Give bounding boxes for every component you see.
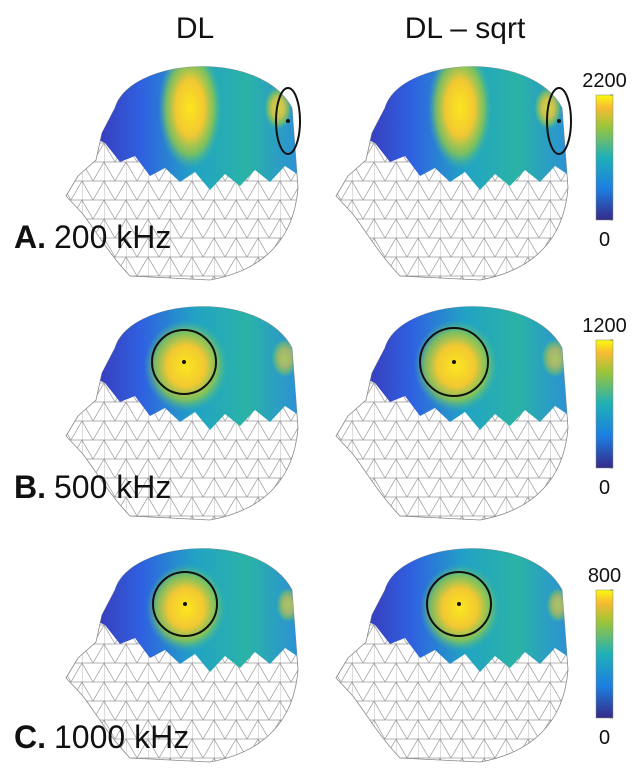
colorbar-tick-label: 1200 [582, 315, 627, 337]
colorbar-tick-label: 800 [588, 565, 621, 587]
row-label: C. 1000 kHz [14, 719, 189, 755]
colorbar [595, 94, 614, 221]
row-frequency: 500 kHz [54, 469, 171, 505]
row-frequency: 1000 kHz [54, 719, 189, 755]
colorbar [595, 589, 614, 719]
head-panel [66, 530, 300, 762]
row-label: A. 200 kHz [14, 219, 171, 255]
head-panel [336, 530, 570, 762]
row-label: B. 500 kHz [14, 469, 171, 505]
head-panel [336, 288, 570, 520]
colorbar-tick-label: 2200 [582, 70, 627, 92]
head-panel [336, 46, 572, 280]
colorbar-tick-label: 0 [599, 229, 610, 251]
colorbar [595, 339, 614, 469]
head-panel [66, 46, 301, 280]
row-letter: B. [14, 469, 46, 505]
head-panel [66, 288, 300, 520]
column-header: DL [176, 12, 214, 45]
row-frequency: 200 kHz [54, 219, 171, 255]
column-header: DL – sqrt [405, 12, 526, 45]
colorbar-tick-label: 0 [599, 477, 610, 499]
colorbar-tick-label: 0 [599, 727, 610, 749]
row-letter: C. [14, 719, 46, 755]
row-letter: A. [14, 219, 46, 255]
